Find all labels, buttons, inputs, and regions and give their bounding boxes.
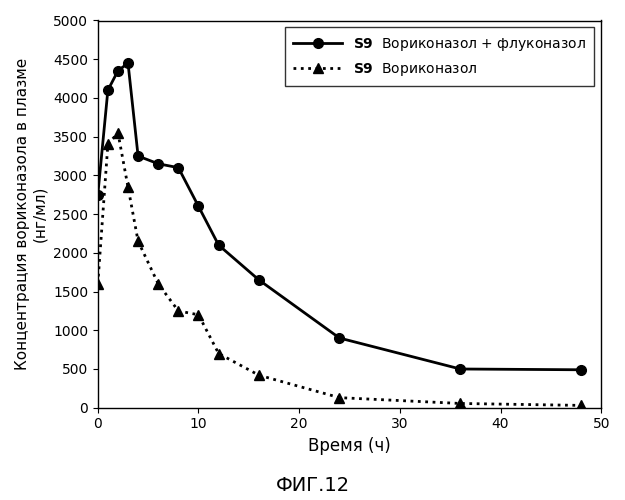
X-axis label: Время (ч): Время (ч)	[308, 437, 391, 455]
Legend: $\mathbf{S9}$  Вориконазол + флуконазол, $\mathbf{S9}$  Вориконазол: $\mathbf{S9}$ Вориконазол + флуконазол, …	[285, 28, 594, 86]
Text: ФИГ.12: ФИГ.12	[276, 476, 349, 495]
Y-axis label: Концентрация вориконазола в плазме
(нг/мл): Концентрация вориконазола в плазме (нг/м…	[15, 58, 48, 370]
